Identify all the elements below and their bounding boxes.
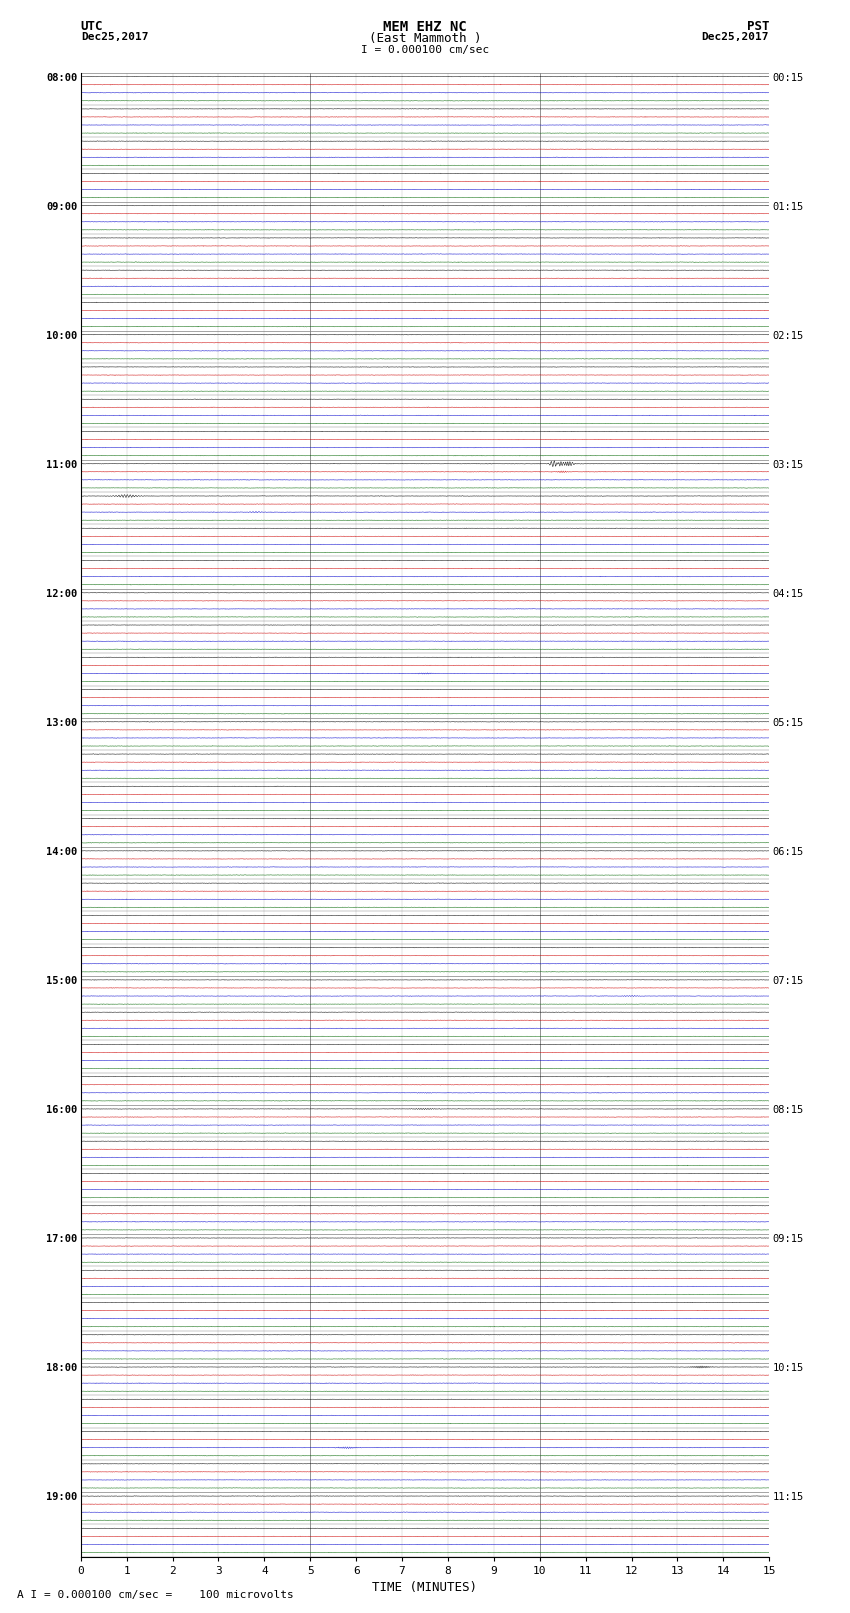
Text: 10:15: 10:15 bbox=[773, 1363, 804, 1373]
Text: 04:15: 04:15 bbox=[773, 589, 804, 598]
Text: PST: PST bbox=[747, 19, 769, 34]
Text: 02:15: 02:15 bbox=[773, 331, 804, 340]
Text: (East Mammoth ): (East Mammoth ) bbox=[369, 32, 481, 45]
Text: 08:00: 08:00 bbox=[46, 73, 77, 82]
Text: Dec25,2017: Dec25,2017 bbox=[81, 32, 148, 42]
Text: 19:00: 19:00 bbox=[46, 1492, 77, 1502]
Text: UTC: UTC bbox=[81, 19, 103, 34]
Text: 12:00: 12:00 bbox=[46, 589, 77, 598]
X-axis label: TIME (MINUTES): TIME (MINUTES) bbox=[372, 1581, 478, 1594]
Text: 16:00: 16:00 bbox=[46, 1105, 77, 1115]
Text: 05:15: 05:15 bbox=[773, 718, 804, 727]
Text: 03:15: 03:15 bbox=[773, 460, 804, 469]
Text: 15:00: 15:00 bbox=[46, 976, 77, 986]
Text: 06:15: 06:15 bbox=[773, 847, 804, 857]
Text: 09:00: 09:00 bbox=[46, 202, 77, 211]
Text: MEM EHZ NC: MEM EHZ NC bbox=[383, 19, 467, 34]
Text: Dec25,2017: Dec25,2017 bbox=[702, 32, 769, 42]
Text: 01:15: 01:15 bbox=[773, 202, 804, 211]
Text: I = 0.000100 cm/sec: I = 0.000100 cm/sec bbox=[361, 45, 489, 55]
Text: 00:15: 00:15 bbox=[773, 73, 804, 82]
Text: 08:15: 08:15 bbox=[773, 1105, 804, 1115]
Text: A I = 0.000100 cm/sec =    100 microvolts: A I = 0.000100 cm/sec = 100 microvolts bbox=[17, 1590, 294, 1600]
Text: 13:00: 13:00 bbox=[46, 718, 77, 727]
Text: 07:15: 07:15 bbox=[773, 976, 804, 986]
Text: 17:00: 17:00 bbox=[46, 1234, 77, 1244]
Text: 18:00: 18:00 bbox=[46, 1363, 77, 1373]
Text: 14:00: 14:00 bbox=[46, 847, 77, 857]
Text: 11:15: 11:15 bbox=[773, 1492, 804, 1502]
Text: 11:00: 11:00 bbox=[46, 460, 77, 469]
Text: 09:15: 09:15 bbox=[773, 1234, 804, 1244]
Text: 10:00: 10:00 bbox=[46, 331, 77, 340]
